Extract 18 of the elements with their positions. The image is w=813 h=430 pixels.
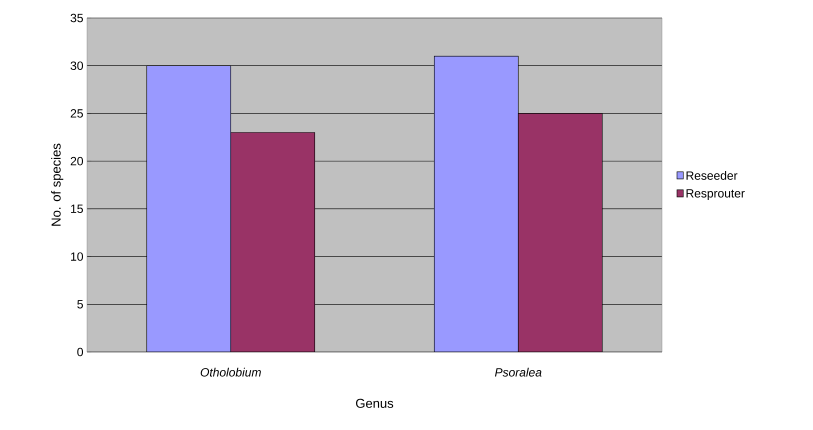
y-tick-label: 25 — [70, 109, 83, 118]
y-tick-label: 30 — [70, 61, 84, 70]
legend-label: Reseeder — [686, 171, 738, 180]
legend-label: Resprouter — [686, 189, 745, 200]
bar — [518, 113, 603, 352]
y-tick-label: 15 — [71, 204, 83, 214]
y-axis-title: No. of species — [51, 144, 64, 226]
y-tick-label: 10 — [71, 252, 84, 261]
x-tick-label: Psoralea — [494, 368, 542, 377]
bar — [230, 132, 316, 352]
x-tick-label: Otholobium — [200, 368, 261, 377]
y-tick-label: 20 — [70, 156, 84, 166]
bar — [434, 56, 519, 352]
bar — [146, 65, 232, 352]
y-tick-label: 5 — [77, 300, 83, 308]
y-tick-label: 0 — [77, 348, 84, 356]
x-axis-title: Genus — [356, 398, 394, 408]
y-tick-label: 35 — [70, 14, 83, 22]
